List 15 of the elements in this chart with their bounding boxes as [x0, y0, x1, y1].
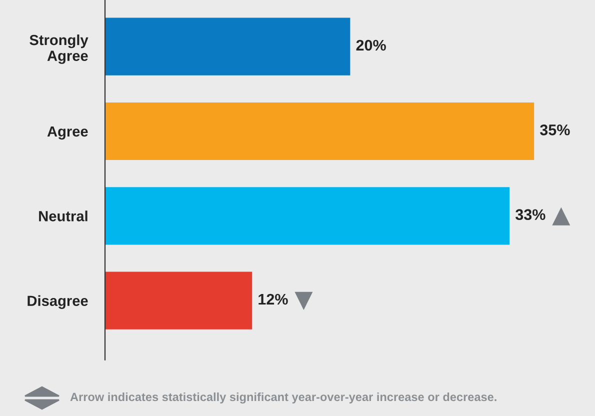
bar — [105, 102, 534, 160]
data-label: 12% — [258, 294, 288, 305]
data-label: 35% — [540, 124, 570, 136]
text: Arrow indicates statistically significant year-over-year increase or decrease. — [70, 392, 496, 404]
data-label: 20% — [356, 40, 386, 51]
bar — [105, 18, 350, 76]
data-label: 33% — [515, 209, 546, 220]
bar — [105, 187, 510, 245]
y-tick-label: Agree — [47, 126, 88, 140]
annotation: ▲ — [552, 207, 570, 226]
annotation: ▼ — [294, 292, 313, 310]
y-tick-label: Strongly Agree — [30, 34, 88, 64]
y-tick-label: Disagree — [28, 295, 88, 309]
bar — [105, 272, 252, 330]
y-tick-label: Neutral — [39, 210, 88, 222]
